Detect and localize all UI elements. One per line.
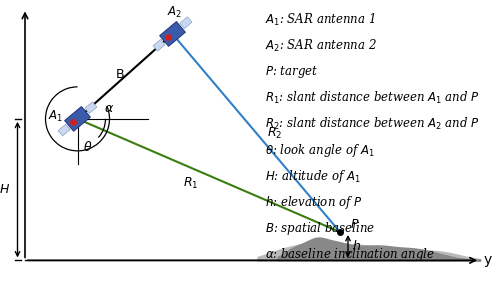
Polygon shape: [85, 102, 97, 113]
Polygon shape: [58, 124, 70, 136]
Text: P: P: [350, 218, 358, 231]
Text: h: h: [353, 240, 361, 253]
Polygon shape: [180, 17, 192, 29]
Text: $R_2$: $R_2$: [266, 125, 282, 141]
Text: $P$: target: $P$: target: [265, 64, 318, 80]
Text: $\theta$: look angle of $A_1$: $\theta$: look angle of $A_1$: [265, 142, 375, 159]
Text: $h$: elevation of $P$: $h$: elevation of $P$: [265, 194, 362, 211]
Text: $R_1$: $R_1$: [183, 176, 198, 191]
Text: $A_1$: $A_1$: [48, 109, 63, 125]
Text: $\alpha$: $\alpha$: [104, 102, 115, 115]
Text: $H$: altitude of $A_1$: $H$: altitude of $A_1$: [265, 168, 361, 185]
Text: $\alpha$: baseline inclination angle: $\alpha$: baseline inclination angle: [265, 246, 435, 263]
Text: $B$: spatial baseline: $B$: spatial baseline: [265, 220, 376, 237]
Text: $A_1$: SAR antenna 1: $A_1$: SAR antenna 1: [265, 12, 376, 28]
Polygon shape: [153, 39, 165, 51]
Text: y: y: [484, 253, 492, 267]
Text: H: H: [0, 183, 10, 196]
Text: $A_2$: $A_2$: [167, 5, 182, 20]
Text: $A_2$: SAR antenna 2: $A_2$: SAR antenna 2: [265, 38, 377, 54]
Text: B: B: [116, 68, 124, 82]
Polygon shape: [160, 22, 186, 46]
Text: $R_1$: slant distance between $A_1$ and $P$: $R_1$: slant distance between $A_1$ and …: [265, 90, 480, 106]
Text: $\theta$: $\theta$: [83, 140, 92, 154]
Text: $R_2$: slant distance between $A_2$ and $P$: $R_2$: slant distance between $A_2$ and …: [265, 116, 480, 132]
Polygon shape: [64, 106, 90, 131]
Text: z: z: [22, 0, 29, 3]
